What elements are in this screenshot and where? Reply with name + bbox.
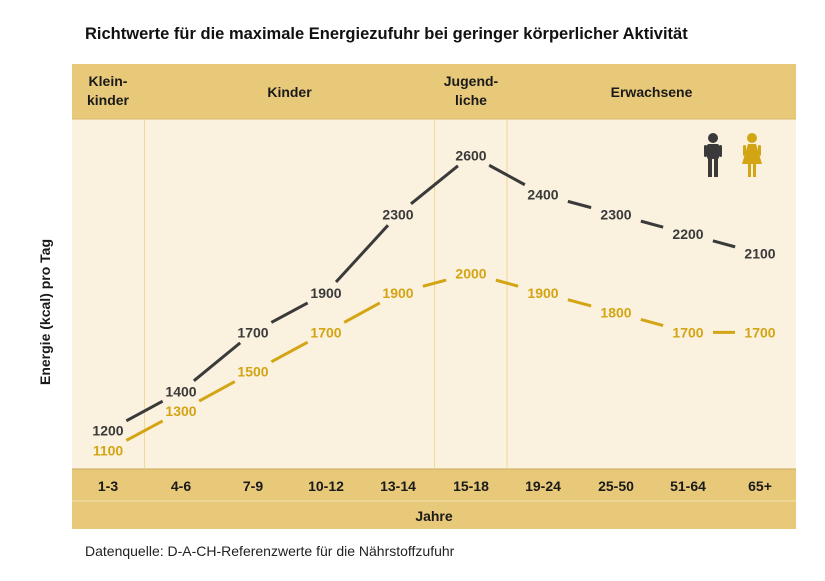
data-label: 2200 [672, 226, 703, 242]
x-tick-label: 19-24 [525, 478, 561, 494]
data-label: 1700 [672, 324, 703, 340]
data-label: 1200 [92, 423, 123, 439]
data-label: 1400 [165, 383, 196, 399]
data-label: 2000 [455, 265, 486, 281]
data-label: 1300 [165, 403, 196, 419]
data-label: 1500 [237, 364, 268, 380]
female-icon [742, 133, 762, 177]
series-line-segment [125, 419, 164, 442]
footer-band [72, 469, 796, 529]
x-axis-title: Jahre [415, 508, 453, 524]
series-line-segment [343, 301, 381, 324]
data-label: 2600 [455, 147, 486, 163]
series-line-segment [270, 340, 309, 364]
series-line-segment [334, 224, 390, 284]
chart-title: Richtwerte für die maximale Energiezufuh… [85, 25, 688, 43]
y-axis-title: Energie (kcal) pro Tag [37, 239, 53, 385]
data-label: 2300 [382, 206, 413, 222]
age-group-label: Jugend-liche [444, 73, 499, 108]
series-line-segment [495, 278, 519, 288]
series-line-segment [198, 380, 236, 403]
series-line-segment [270, 301, 309, 324]
data-label: 1900 [527, 285, 558, 301]
age-group-label: Klein-kinder [87, 73, 130, 108]
x-tick-label: 7-9 [243, 478, 263, 494]
age-group-label: Erwachsene [611, 84, 693, 100]
data-label: 2100 [744, 246, 775, 262]
series-line-segment [640, 219, 664, 229]
male-icon [704, 133, 722, 177]
series-line-segment [125, 399, 164, 423]
x-tick-label: 65+ [748, 478, 772, 494]
header-band [72, 64, 796, 119]
data-label: 1700 [310, 324, 341, 340]
data-label: 1700 [237, 324, 268, 340]
data-label: 2300 [600, 206, 631, 222]
series-line-segment [422, 278, 447, 288]
data-label: 1800 [600, 305, 631, 321]
age-group-label: Kinder [267, 84, 312, 100]
x-tick-label: 51-64 [670, 478, 706, 494]
series-line-segment [488, 163, 526, 187]
series-line-segment [567, 298, 592, 308]
data-label: 2400 [527, 187, 558, 203]
series-line-segment [567, 199, 592, 210]
series-line-segment [192, 341, 242, 382]
x-tick-label: 13-14 [380, 478, 416, 494]
series-line-segment [640, 318, 664, 327]
source-note: Datenquelle: D-A-CH-Referenzwerte für di… [85, 543, 455, 559]
x-tick-label: 1-3 [98, 478, 118, 494]
data-label: 1900 [382, 285, 413, 301]
x-tick-label: 10-12 [308, 478, 344, 494]
x-tick-label: 4-6 [171, 478, 191, 494]
x-tick-label: 25-50 [598, 478, 634, 494]
data-label: 1700 [744, 324, 775, 340]
x-tick-label: 15-18 [453, 478, 489, 494]
data-label: 1900 [310, 285, 341, 301]
series-line-segment [410, 164, 459, 205]
data-label: 1100 [93, 442, 124, 458]
series-line-segment [712, 239, 736, 249]
